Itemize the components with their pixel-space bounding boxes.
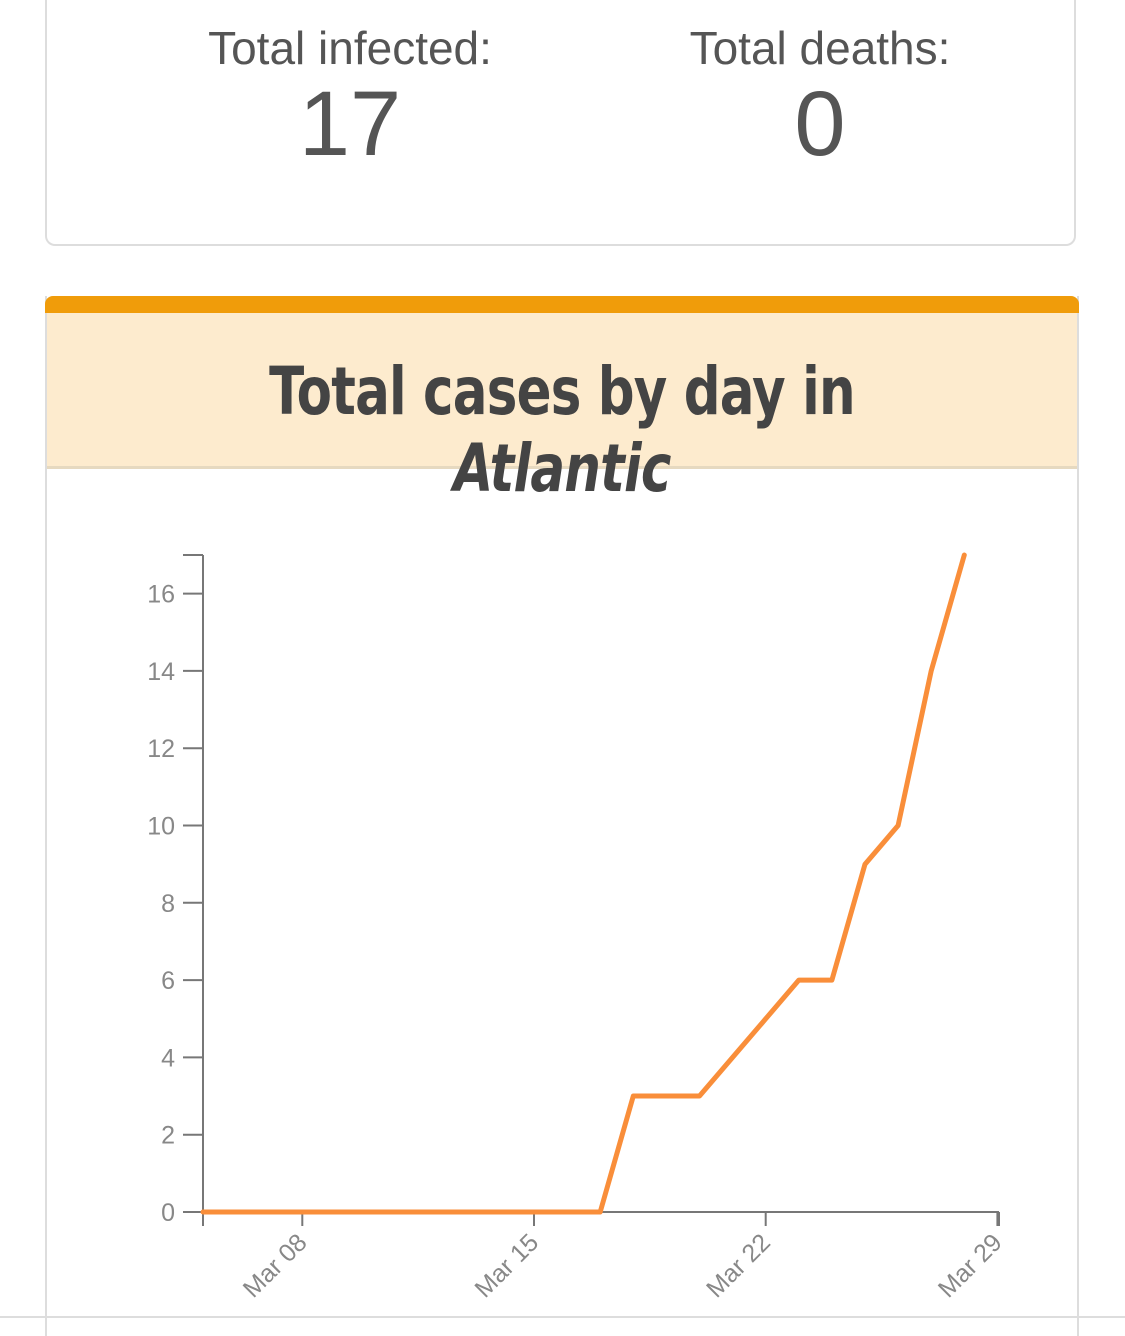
total-infected-label: Total infected: <box>208 22 492 74</box>
total-deaths-label: Total deaths: <box>689 22 951 74</box>
y-tick-label: 0 <box>161 1199 175 1227</box>
y-tick-label: 4 <box>161 1044 175 1072</box>
total-infected-value: 17 <box>298 73 402 175</box>
y-tick-label: 12 <box>147 735 175 763</box>
x-tick-label: Mar 29 <box>933 1228 1008 1303</box>
x-tick-label: Mar 08 <box>238 1228 313 1303</box>
y-tick-label: 2 <box>161 1122 175 1150</box>
y-tick-label: 16 <box>147 581 175 609</box>
y-tick-label: 6 <box>161 967 175 995</box>
chart-title: Total cases by day in Atlantic <box>160 353 963 507</box>
total-deaths-stat: Total deaths: 0 <box>610 0 1030 172</box>
stats-card: Total infected: 17 Total deaths: 0 <box>45 0 1076 246</box>
y-tick-label: 8 <box>161 890 175 918</box>
x-tick-label: Mar 15 <box>469 1228 544 1303</box>
total-infected-stat: Total infected: 17 <box>140 0 560 172</box>
chart-accent-bar <box>45 296 1079 313</box>
bottom-divider <box>0 1316 1125 1318</box>
y-tick-label: 10 <box>147 813 175 841</box>
total-deaths-value: 0 <box>794 73 846 175</box>
chart-title-region: Atlantic <box>453 430 671 507</box>
y-tick-label: 14 <box>147 658 175 686</box>
chart-card: Total cases by day in Atlantic <box>45 296 1079 1336</box>
x-tick-label: Mar 22 <box>701 1228 776 1303</box>
chart-title-prefix: Total cases by day in <box>269 353 855 430</box>
chart-header: Total cases by day in Atlantic <box>47 313 1077 507</box>
cases-series-line <box>200 552 967 1215</box>
